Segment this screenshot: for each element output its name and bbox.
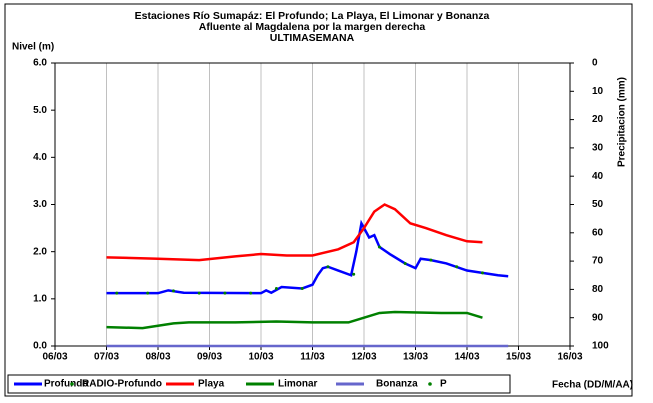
x-tick-label: 10/03 bbox=[248, 352, 273, 363]
data-point bbox=[223, 291, 227, 295]
x-axis-label: Fecha (DD/M/AA) bbox=[552, 380, 633, 391]
x-tick-label: 12/03 bbox=[351, 352, 376, 363]
legend-label: Playa bbox=[198, 379, 225, 390]
y-tick-label: 1.0 bbox=[33, 293, 47, 304]
series-line bbox=[106, 203, 483, 262]
x-tick-label: 14/03 bbox=[454, 352, 479, 363]
frame bbox=[4, 3, 633, 397]
legend-marker bbox=[70, 382, 74, 386]
y2-tick-label: 20 bbox=[592, 114, 604, 125]
y2-tick-label: 40 bbox=[592, 171, 604, 182]
y2-tick-label: 100 bbox=[592, 341, 609, 352]
data-point bbox=[115, 291, 119, 295]
y-tick-label: 5.0 bbox=[33, 105, 47, 116]
x-tick-label: 08/03 bbox=[145, 352, 170, 363]
data-point bbox=[274, 286, 278, 290]
y2-tick-label: 10 bbox=[592, 86, 604, 97]
x-tick-label: 13/03 bbox=[403, 352, 428, 363]
x-tick-label: 06/03 bbox=[42, 352, 67, 363]
data-point bbox=[429, 258, 433, 262]
y-tick-label: 3.0 bbox=[33, 199, 47, 210]
y2-tick-label: 30 bbox=[592, 143, 604, 154]
data-point bbox=[300, 286, 304, 290]
y2-tick-label: 50 bbox=[592, 199, 604, 210]
legend-label: Bonanza bbox=[376, 379, 418, 390]
legend-marker bbox=[428, 382, 432, 386]
y2-tick-label: 80 bbox=[592, 284, 604, 295]
data-point bbox=[377, 245, 381, 249]
data-point bbox=[249, 291, 253, 295]
y2-tick-label: 0 bbox=[592, 58, 598, 69]
chart-title: Estaciones Río Sumapáz: El Profundo; La … bbox=[135, 10, 490, 22]
data-point bbox=[455, 265, 459, 269]
y2-tick-label: 90 bbox=[592, 312, 604, 323]
data-point bbox=[326, 265, 330, 269]
data-point bbox=[403, 261, 407, 265]
legend-label: P bbox=[440, 379, 447, 390]
data-point bbox=[171, 289, 175, 293]
data-point bbox=[146, 291, 150, 295]
legend-label: RADIO-Profundo bbox=[82, 379, 162, 390]
y-tick-label: 0.0 bbox=[33, 341, 47, 352]
y-axis-label: Nivel (m) bbox=[12, 42, 54, 53]
y2-tick-label: 60 bbox=[592, 227, 604, 238]
series-line bbox=[106, 219, 509, 295]
x-tick-label: 11/03 bbox=[300, 352, 325, 363]
data-point bbox=[197, 291, 201, 295]
legend-label: Profundo bbox=[44, 379, 88, 390]
y-tick-label: 4.0 bbox=[33, 152, 47, 163]
x-tick-label: 16/03 bbox=[557, 352, 582, 363]
data-point bbox=[352, 272, 356, 276]
series-line bbox=[106, 310, 483, 330]
data-point bbox=[480, 271, 484, 275]
legend-label: Limonar bbox=[278, 379, 318, 390]
chart-subtitle: ULTIMASEMANA bbox=[270, 32, 355, 44]
y2-tick-label: 70 bbox=[592, 256, 604, 267]
x-tick-label: 07/03 bbox=[94, 352, 119, 363]
y-tick-label: 2.0 bbox=[33, 246, 47, 257]
x-tick-label: 15/03 bbox=[506, 352, 531, 363]
y-tick-label: 6.0 bbox=[33, 58, 47, 69]
chart-subtitle: Afluente al Magdalena por la margen dere… bbox=[199, 21, 426, 33]
x-tick-label: 09/03 bbox=[197, 352, 222, 363]
y2-axis-label: Precipitacion (mm) bbox=[617, 77, 628, 167]
